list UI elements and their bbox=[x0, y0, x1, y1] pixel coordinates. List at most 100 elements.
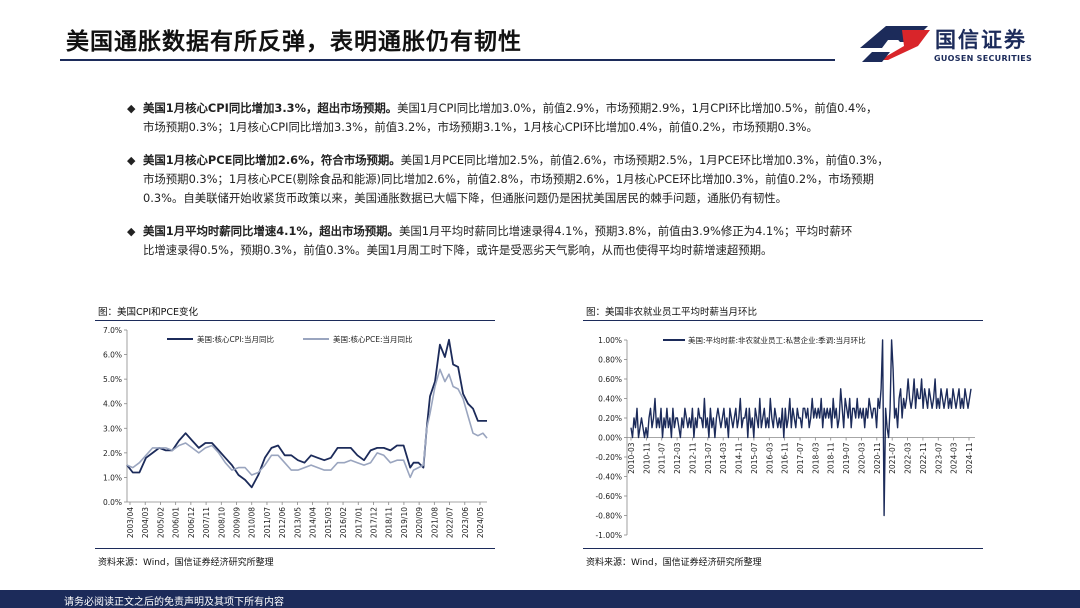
diamond-bullet-icon: ◆ bbox=[127, 154, 136, 167]
y-tick-label: 0.80% bbox=[598, 356, 622, 365]
cpi-pce-chart: 0.0% 1.0% 2.0% 3.0% 4.0% 5.0% 6.0% 7.0% 2003/04 2… bbox=[103, 326, 488, 538]
y-tick-label: 0.40% bbox=[598, 395, 622, 404]
x-tick-label: 2012-11 bbox=[688, 442, 697, 474]
core-pce-series-line bbox=[126, 368, 488, 479]
logo-text-en: GUOSEN SECURITIES bbox=[934, 54, 1033, 63]
x-tick-label: 2010-03 bbox=[627, 442, 636, 474]
x-tick-label: 2005/02 bbox=[156, 507, 165, 538]
x-tick-label: 2022/07 bbox=[446, 507, 455, 538]
bullet-line: 美国1月核心PCE同比增加2.6%，符合市场预期。美国1月PCE同比增加2.5%… bbox=[143, 151, 962, 170]
bullet-line: 0.3%。自美联储开始收紧货币政策以来，美国通胀数据已大幅下降，但通胀问题仍是困… bbox=[143, 191, 788, 205]
x-tick-label: 2024-03 bbox=[950, 442, 959, 474]
core-cpi-series-line bbox=[126, 338, 487, 489]
avg-hourly-earnings-series-line bbox=[630, 339, 972, 517]
x-tick-label: 2013-07 bbox=[704, 442, 713, 474]
left-chart-bottom-rule bbox=[95, 548, 495, 549]
bullet-headline: 美国1月核心CPI同比增加3.3%，超出市场预期。 bbox=[143, 101, 398, 115]
x-tick-label: 2017/01 bbox=[354, 507, 363, 538]
x-tick-label: 2022-03 bbox=[904, 442, 913, 474]
y-tick-label: 7.0% bbox=[103, 326, 122, 335]
x-tick-label: 2011-07 bbox=[658, 442, 667, 474]
x-tick-label: 2018/11 bbox=[385, 507, 394, 538]
x-tick-label: 2006/12 bbox=[187, 507, 196, 538]
bullet-line: 市场预期0.3%；1月核心PCE(剔除食品和能源)同比增加2.6%，前值2.8%… bbox=[143, 172, 874, 186]
x-tick-label: 2018-11 bbox=[827, 442, 836, 474]
bullet-line: 市场预期0.3%；1月核心CPI同比增加3.3%，前值3.2%，市场预期3.1%… bbox=[143, 120, 818, 134]
y-tick-label: 2.0% bbox=[103, 449, 122, 458]
x-tick-label: 2019-07 bbox=[842, 442, 851, 474]
x-tick-label: 2019/10 bbox=[400, 507, 409, 538]
page-title: 美国通胀数据有所反弹，表明通胀仍有韧性 bbox=[66, 29, 522, 55]
bullet-headline: 美国1月平均时薪同比增速4.1%，超出市场预期。 bbox=[143, 224, 399, 238]
bullet-list: ◆ 美国1月核心CPI同比增加3.3%，超出市场预期。美国1月CPI同比增加3.… bbox=[127, 99, 962, 274]
legend-label: 美国:核心CPI:当月同比 bbox=[197, 334, 275, 344]
x-tick-label: 2004/03 bbox=[141, 507, 150, 538]
x-tick-label: 2007/11 bbox=[202, 507, 211, 538]
x-tick-label: 2016/02 bbox=[339, 507, 348, 538]
y-tick-label: -0.20% bbox=[595, 453, 622, 462]
y-tick-label: 6.0% bbox=[103, 351, 122, 360]
x-tick-label: 2017/12 bbox=[369, 507, 378, 538]
bullet-item-cpi: ◆ 美国1月核心CPI同比增加3.3%，超出市场预期。美国1月CPI同比增加3.… bbox=[127, 99, 962, 137]
x-tick-label: 2018-03 bbox=[811, 442, 820, 474]
footer-disclaimer: 请务必阅读正文之后的免责声明及其项下所有内容 bbox=[64, 597, 284, 608]
right-chart-source: 资料来源：Wind，国信证券经济研究所整理 bbox=[586, 558, 762, 568]
y-tick-label: 0.00% bbox=[598, 434, 622, 443]
x-tick-label: 2013/05 bbox=[293, 507, 302, 538]
y-tick-label: 1.0% bbox=[103, 473, 122, 482]
bullet-text: 美国1月PCE同比增加2.5%，前值2.6%，市场预期2.5%，1月PCE环比增… bbox=[400, 153, 889, 167]
x-tick-label: 2023-07 bbox=[934, 442, 943, 474]
left-chart-source: 资料来源：Wind，国信证券经济研究所整理 bbox=[98, 558, 274, 568]
title-underline bbox=[60, 59, 835, 61]
x-tick-label: 2021-07 bbox=[888, 442, 897, 474]
bullet-headline: 美国1月核心PCE同比增加2.6%，符合市场预期。 bbox=[143, 153, 401, 167]
bullet-text: 美国1月平均时薪同比增速录得4.1%，预期3.8%，前值由3.9%修正为4.1%… bbox=[398, 224, 853, 238]
x-tick-label: 2009/09 bbox=[233, 507, 242, 538]
y-tick-label: 0.60% bbox=[598, 375, 622, 384]
bullet-line: 美国1月核心CPI同比增加3.3%，超出市场预期。美国1月CPI同比增加3.0%… bbox=[143, 99, 962, 118]
x-tick-label: 2010-11 bbox=[642, 442, 651, 474]
y-tick-label: -1.00% bbox=[595, 531, 622, 540]
wage-mom-chart: -1.00% -0.80% -0.60% -0.40% -0.20% 0.00% 0.20%… bbox=[595, 335, 975, 540]
y-tick-label: 0.0% bbox=[103, 498, 122, 507]
y-tick-label: -0.60% bbox=[595, 492, 622, 501]
bullet-line: 美国1月平均时薪同比增速4.1%，超出市场预期。美国1月平均时薪同比增速录得4.… bbox=[143, 222, 962, 241]
x-tick-label: 2020-11 bbox=[873, 442, 882, 474]
y-tick-label: -0.80% bbox=[595, 512, 622, 521]
y-tick-label: 5.0% bbox=[103, 375, 122, 384]
x-tick-label: 2015/03 bbox=[324, 507, 333, 538]
x-tick-label: 2020/09 bbox=[415, 507, 424, 538]
x-tick-label: 2016-11 bbox=[781, 442, 790, 474]
x-tick-label: 2015-07 bbox=[750, 442, 759, 474]
bullet-item-pce: ◆ 美国1月核心PCE同比增加2.6%，符合市场预期。美国1月PCE同比增加2.… bbox=[127, 151, 962, 208]
x-tick-label: 2010/08 bbox=[248, 507, 257, 538]
x-tick-label: 2023/06 bbox=[461, 507, 470, 538]
x-tick-label: 2014-11 bbox=[735, 442, 744, 474]
x-tick-label: 2012/06 bbox=[278, 507, 287, 538]
x-tick-label: 2012-03 bbox=[673, 442, 682, 474]
right-chart-bottom-rule bbox=[583, 548, 983, 549]
footer-bar: 请务必阅读正文之后的免责声明及其项下所有内容 bbox=[0, 590, 1080, 608]
left-chart-rule bbox=[95, 320, 495, 321]
x-tick-label: 2024/05 bbox=[476, 507, 485, 538]
x-tick-label: 2024-11 bbox=[965, 442, 974, 474]
x-tick-label: 2016-03 bbox=[765, 442, 774, 474]
x-tick-label: 2006/01 bbox=[172, 507, 181, 538]
legend-label: 美国:平均时薪:非农就业员工:私营企业:季调:当月环比 bbox=[688, 335, 866, 345]
y-tick-label: 4.0% bbox=[103, 400, 122, 409]
x-tick-label: 2008/10 bbox=[217, 507, 226, 538]
legend-label: 美国:核心PCE:当月同比 bbox=[333, 334, 413, 344]
bullet-line: 比增速录得0.5%，预期0.3%，前值0.3%。美国1月周工时下降，或许是受恶劣… bbox=[143, 243, 773, 257]
left-chart-caption: 图：美国CPI和PCE变化 bbox=[98, 307, 199, 318]
right-chart-caption: 图：美国非农就业员工平均时薪当月环比 bbox=[586, 307, 758, 318]
x-tick-label: 2003/04 bbox=[126, 507, 135, 538]
x-tick-label: 2022-11 bbox=[919, 442, 928, 474]
y-tick-label: -0.40% bbox=[595, 473, 622, 482]
right-chart-rule bbox=[583, 320, 983, 321]
guosen-logo-icon bbox=[860, 26, 930, 62]
x-tick-label: 2021/08 bbox=[430, 507, 439, 538]
bullet-item-wages: ◆ 美国1月平均时薪同比增速4.1%，超出市场预期。美国1月平均时薪同比增速录得… bbox=[127, 222, 962, 260]
x-tick-label: 2011/07 bbox=[263, 507, 272, 538]
y-tick-label: 3.0% bbox=[103, 424, 122, 433]
x-tick-label: 2017-07 bbox=[796, 442, 805, 474]
